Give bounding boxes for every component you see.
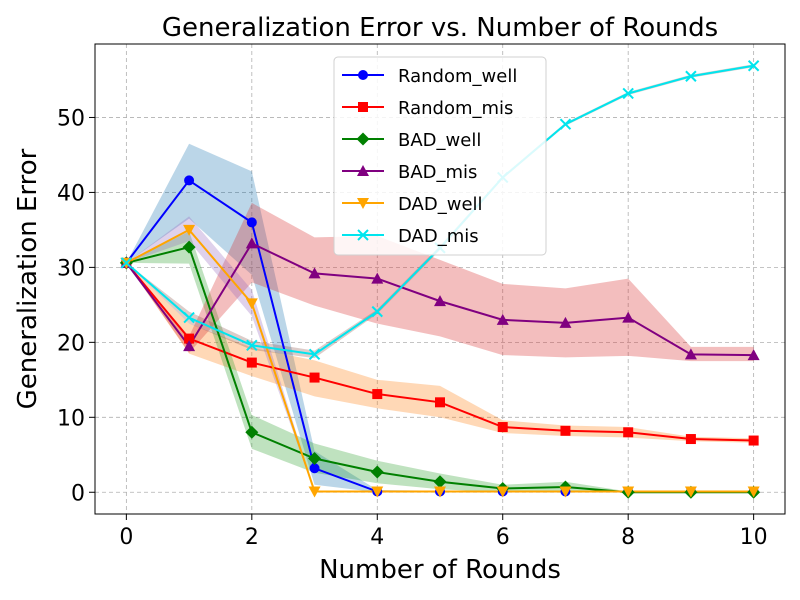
x-tick-label: 0 (119, 525, 133, 550)
random-mis-point (560, 425, 571, 436)
dad-well-legend-marker (357, 198, 369, 209)
random-well-point (184, 175, 195, 186)
bad-mis-point (684, 348, 697, 360)
legend-box (333, 56, 547, 256)
bad-well-point (370, 465, 384, 479)
x-axis-label: Number of Rounds (319, 555, 561, 585)
bad-mis-point (747, 349, 760, 361)
random-mis-point (748, 435, 759, 446)
random-mis-legend-marker (358, 102, 368, 112)
y-tick-label: 0 (71, 481, 85, 506)
dad-mis-point (371, 305, 383, 318)
chart-title: Generalization Error vs. Number of Round… (162, 13, 718, 43)
dad-mis-point (622, 87, 634, 100)
x-tick-label: 6 (496, 525, 510, 550)
random-mis-point (685, 434, 696, 445)
random-mis-point (246, 357, 257, 368)
dad-mis-point (308, 348, 321, 361)
dad-well-point (371, 486, 384, 498)
dad-well-point (559, 486, 572, 498)
dad-mis-point (120, 257, 133, 269)
bad-well-point (245, 425, 259, 439)
bad-mis-point (622, 311, 635, 323)
dad-well-point (434, 486, 446, 498)
dad-well-point (308, 486, 321, 498)
plot-frame (94, 43, 786, 515)
x-tick-label: 4 (370, 525, 384, 550)
bad-mis-point (434, 295, 446, 307)
axis-ticks: 0 2 4 6 8 10 0 10 20 30 40 50 (57, 106, 768, 550)
x-tick-label: 2 (245, 525, 259, 550)
random-mis-point (497, 422, 508, 433)
bad-mis-point (308, 267, 321, 279)
random-well-legend-label: Random_well (398, 66, 517, 87)
dad-well-legend-label: DAD_well (398, 194, 483, 215)
dad-mis-point (685, 70, 697, 82)
random-mis-point (435, 397, 445, 408)
random-well-point (309, 463, 320, 474)
x-tick-label: 10 (740, 525, 768, 550)
bad-mis-point (183, 340, 196, 352)
dad-well-point (684, 486, 697, 498)
y-tick-label: 20 (57, 331, 85, 356)
y-tick-label: 10 (57, 406, 85, 431)
bad-well-legend-marker (356, 132, 370, 146)
bad-mis-point (559, 316, 572, 328)
y-axis-label: Generalization Error (13, 148, 43, 409)
legend: Random_well Random_mis BAD_well BAD_mis DAD_… (333, 56, 547, 256)
bad-well-point (182, 240, 196, 254)
dad-mis-point (246, 339, 258, 352)
random-mis-point (623, 427, 634, 438)
bad-mis-legend-marker (357, 165, 369, 176)
dad-mis-legend-marker (357, 229, 369, 241)
dad-mis-point (747, 60, 760, 72)
dad-mis-point (183, 311, 195, 324)
random-well-point (246, 217, 257, 228)
bad-well-legend-label: BAD_well (398, 130, 481, 151)
random-mis-legend-label: Random_mis (398, 98, 513, 119)
y-tick-label: 40 (57, 181, 85, 206)
bad-mis-point (245, 237, 258, 249)
bad-mis-point (496, 313, 509, 325)
dad-well-point (747, 486, 760, 498)
series-markers (119, 60, 761, 499)
bad-mis-band (126, 202, 754, 362)
dad-well-point (183, 224, 196, 236)
dad-well-point (496, 486, 509, 498)
bad-well-band (126, 231, 754, 493)
dad-well-point (245, 298, 258, 310)
y-tick-label: 30 (57, 256, 85, 281)
bad-well-point (433, 475, 447, 489)
bad-well-point (308, 452, 322, 466)
random-mis-point (309, 372, 320, 383)
y-tick-label: 50 (57, 106, 85, 131)
bad-mis-legend-label: BAD_mis (398, 162, 477, 183)
dad-well-point (622, 486, 635, 498)
random-mis-point (184, 333, 195, 344)
random-mis-point (372, 389, 383, 400)
dad-mis-point (559, 118, 572, 130)
bad-mis-point (371, 272, 384, 284)
random-well-legend-marker (358, 70, 368, 80)
x-tick-label: 8 (621, 525, 635, 550)
dad-mis-legend-label: DAD_mis (398, 226, 479, 247)
